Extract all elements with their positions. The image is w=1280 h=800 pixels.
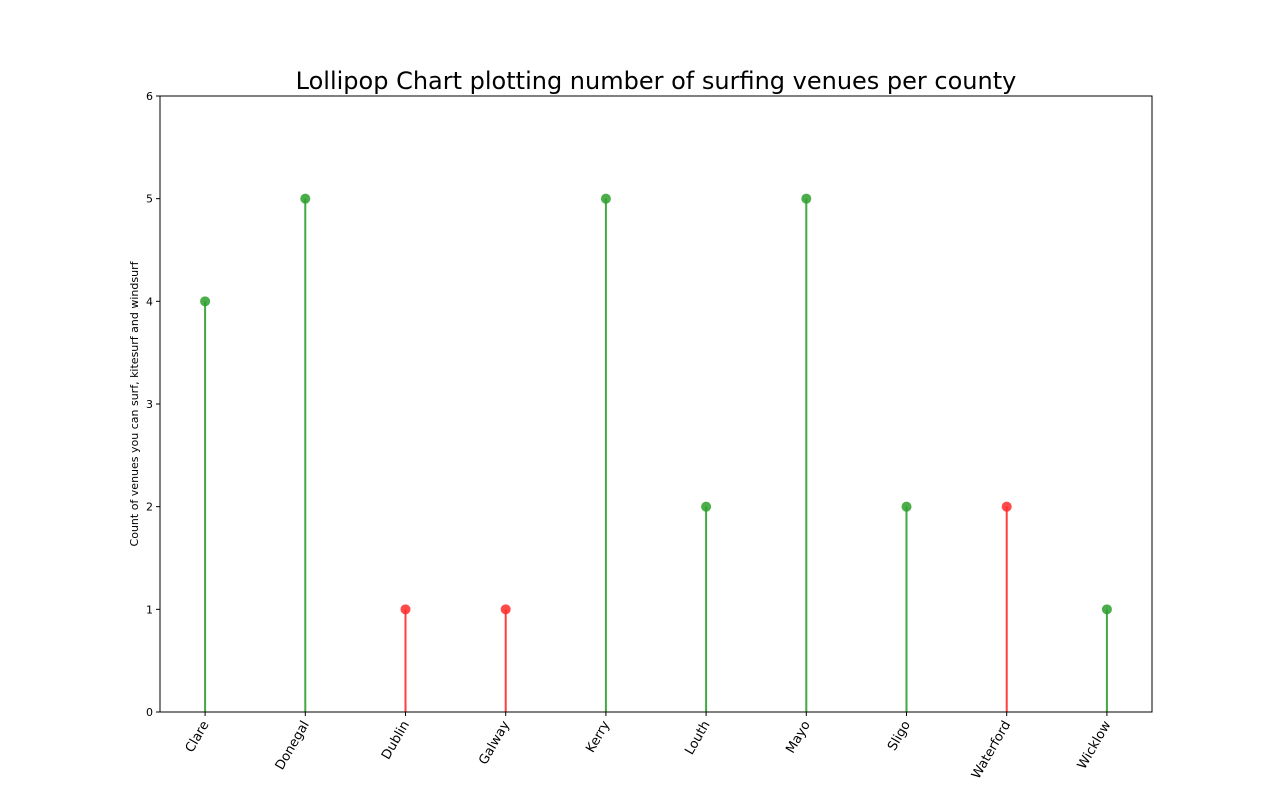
x-axis: Clare Donegal Dublin Galway Kerry Louth Mayo Sl… [183,712,1115,782]
plot-frame [159,95,1153,713]
lollipop-head [600,193,611,204]
stems-layer [204,198,1108,712]
x-tick-label: Clare [183,719,213,756]
y-tick-label: 1 [146,603,153,616]
lollipop-head [1101,604,1112,615]
chart-title: Lollipop Chart plotting number of surfin… [296,67,1017,95]
x-tick-label: Dublin [379,719,413,763]
lollipop-head [400,604,411,615]
lollipop-head [801,193,812,204]
lollipop-head [1001,501,1012,512]
lollipop-head [500,604,511,615]
x-tick-label: Mayo [783,718,813,756]
lollipop-head [701,501,712,512]
x-tick-label: Kerry [583,718,613,755]
x-tick-label: Waterford [969,718,1014,781]
x-tick-label: Sligo [885,718,914,753]
y-tick-label: 6 [146,90,153,103]
x-tick-label: Galway [476,718,513,767]
y-axis: 0 1 2 3 4 5 6 [146,90,160,719]
lollipop-head [200,296,211,307]
x-tick-label: Louth [682,719,713,758]
y-tick-label: 4 [146,295,153,308]
y-axis-label: Count of venues you can surf, kitesurf a… [128,260,141,546]
y-tick-label: 5 [146,193,153,206]
lollipop-head [901,501,912,512]
x-tick-label: Donegal [273,719,313,773]
x-tick-label: Wicklow [1075,718,1115,772]
heads-layer [200,193,1112,615]
lollipop-head [300,193,311,204]
y-tick-label: 2 [146,501,153,514]
y-tick-label: 0 [146,706,153,719]
y-tick-label: 3 [146,398,153,411]
